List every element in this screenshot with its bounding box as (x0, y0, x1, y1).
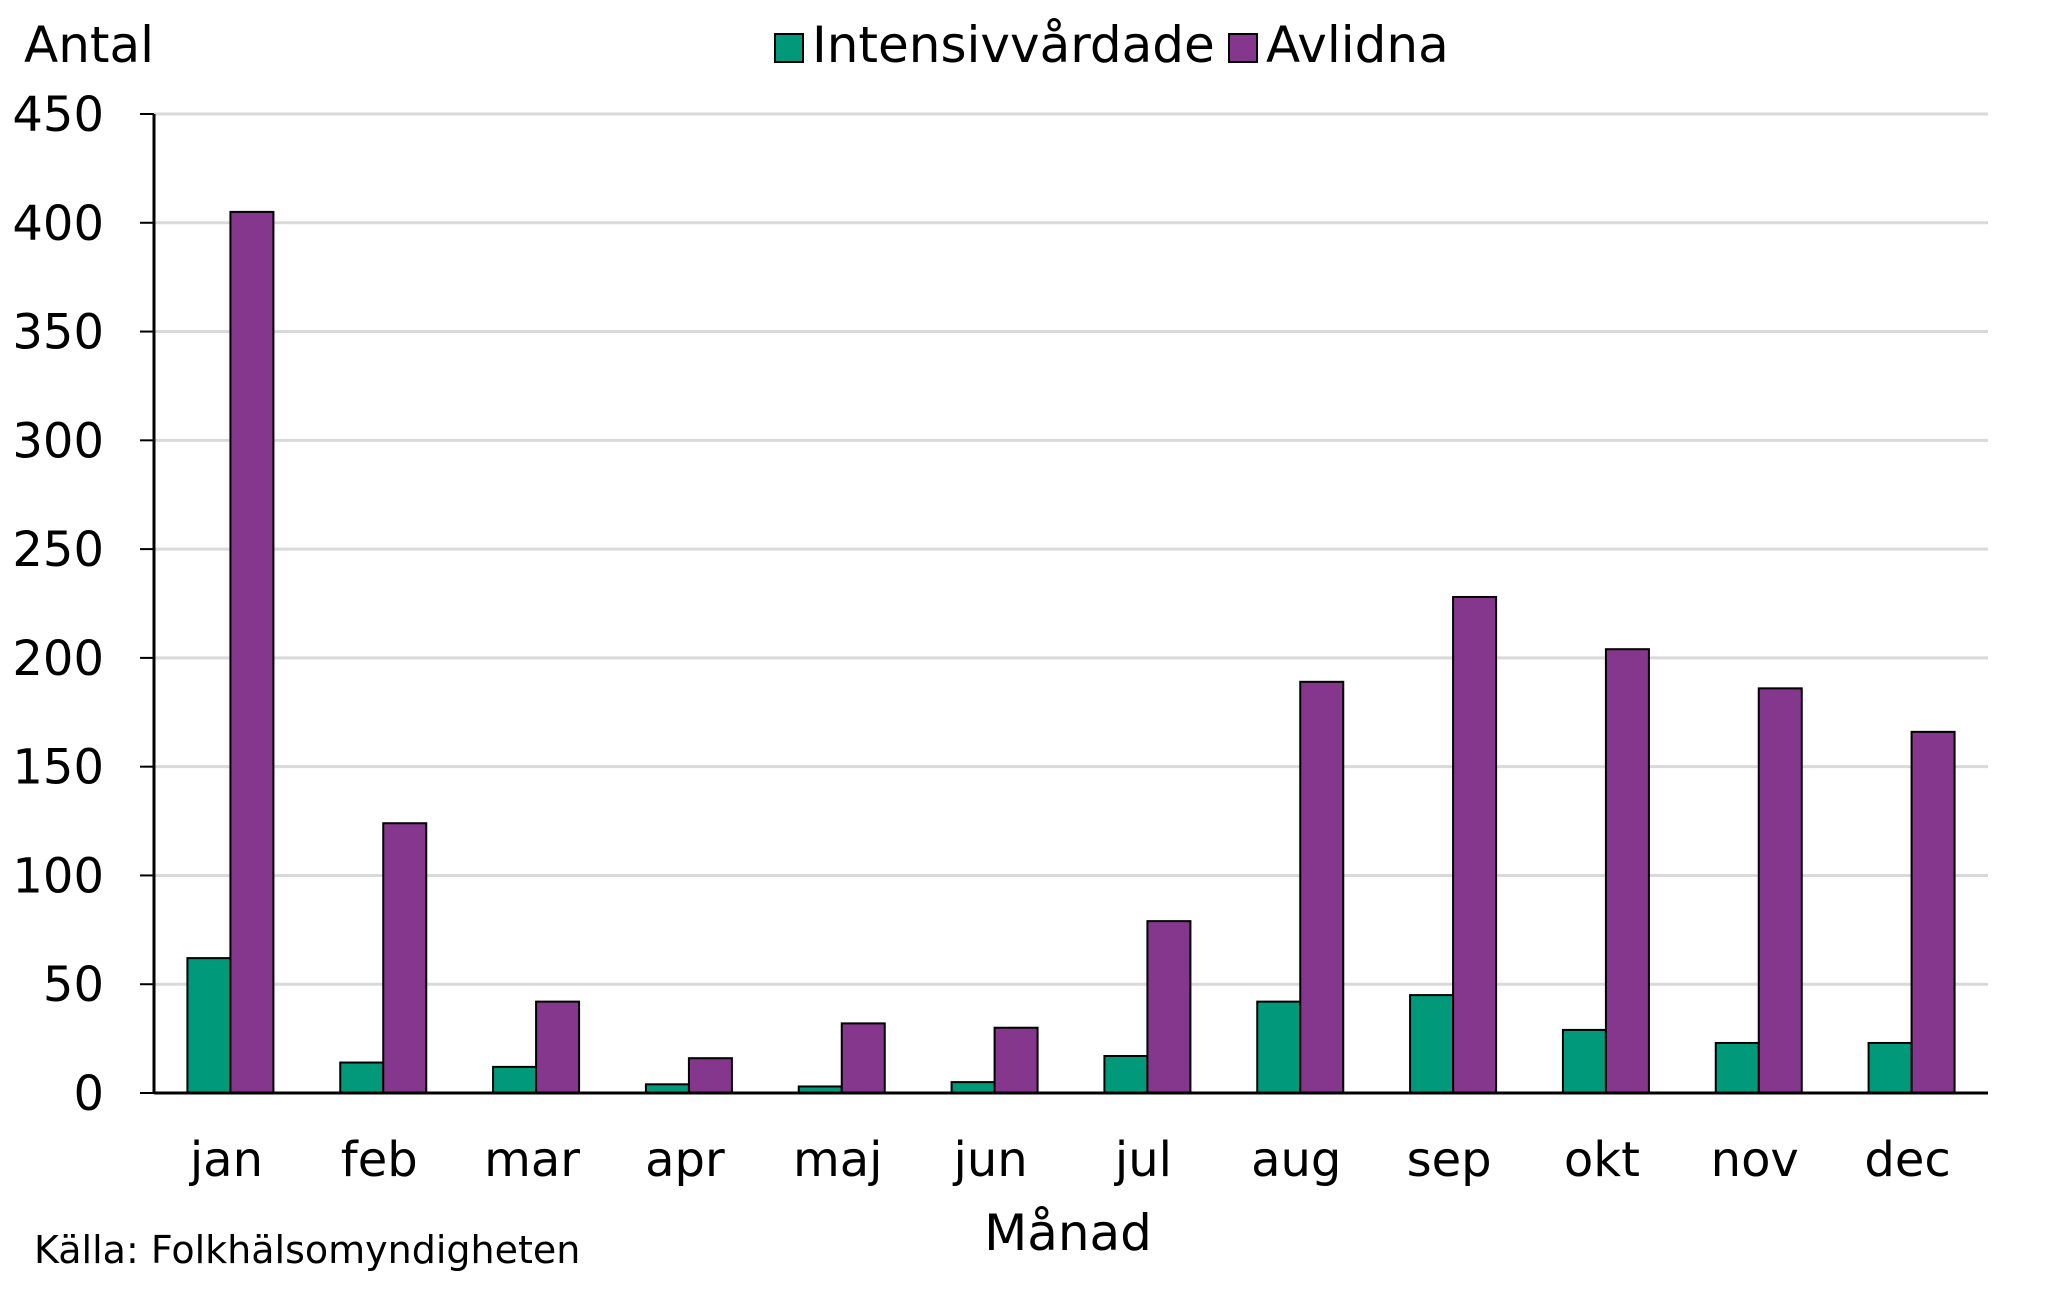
y-tick-label: 0 (73, 1066, 104, 1122)
bar-intensivvardade-okt (1561, 1028, 1607, 1095)
legend-swatch-intensivvardade (774, 33, 804, 63)
bar-intensivvardade-jun (950, 1081, 996, 1094)
x-tick-label: feb (341, 1132, 418, 1188)
x-tick-label: maj (793, 1132, 883, 1188)
bar-intensivvardade-feb (339, 1061, 385, 1095)
legend-swatch-avlidna (1228, 33, 1258, 63)
bar-avlidna-maj (840, 1022, 886, 1094)
y-tick-label: 350 (12, 305, 104, 361)
axes (140, 113, 1988, 1095)
x-tick-label: sep (1407, 1132, 1492, 1188)
bar-avlidna-sep (1452, 595, 1498, 1094)
legend-label-avlidna: Avlidna (1266, 16, 1449, 74)
legend-label-intensivvardade: Intensivvårdade (812, 16, 1215, 74)
bar-avlidna-mar (535, 1000, 581, 1094)
legend: Intensivvårdade Avlidna (774, 16, 1449, 74)
x-tick-label: mar (484, 1132, 580, 1188)
bar-avlidna-jul (1146, 920, 1192, 1094)
x-tick-label: apr (645, 1132, 725, 1188)
grid-lines (154, 112, 1988, 986)
bar-avlidna-aug (1299, 680, 1345, 1094)
bar-intensivvardade-dec (1867, 1041, 1913, 1095)
source-note: Källa: Folkhälsomyndigheten (34, 1228, 581, 1272)
x-tick-label: dec (1864, 1132, 1950, 1188)
x-tick-label: jan (189, 1132, 263, 1188)
x-tick-label: aug (1251, 1132, 1341, 1188)
x-tick-label: jul (1114, 1132, 1172, 1188)
bar-avlidna-apr (687, 1057, 733, 1095)
bar-intensivvardade-mar (492, 1065, 538, 1094)
x-tick-label: nov (1711, 1132, 1799, 1188)
bar-avlidna-jan (229, 210, 275, 1094)
y-tick-label: 250 (12, 522, 104, 578)
bar-avlidna-dec (1910, 730, 1956, 1094)
bar-intensivvardade-jul (1103, 1055, 1149, 1094)
x-axis-title: Månad (984, 1204, 1152, 1262)
bar-intensivvardade-nov (1714, 1041, 1760, 1095)
x-tick-label: jun (952, 1132, 1027, 1188)
y-tick-label: 400 (12, 196, 104, 252)
bars (186, 210, 1956, 1095)
y-axis-title: Antal (24, 16, 154, 74)
y-tick-label: 200 (12, 631, 104, 687)
bar-avlidna-feb (382, 822, 428, 1095)
bar-intensivvardade-sep (1409, 994, 1455, 1094)
bar-avlidna-jun (993, 1026, 1039, 1094)
tick-labels: 0 50 100 150 200 250 300 350 400 450 jan feb mar apr m… (12, 87, 1950, 1188)
y-tick-label: 150 (12, 740, 104, 796)
x-tick-label: okt (1564, 1132, 1640, 1188)
y-tick-label: 300 (12, 413, 104, 469)
bar-intensivvardade-aug (1256, 1000, 1302, 1094)
bar-avlidna-nov (1757, 687, 1803, 1094)
y-tick-label: 50 (43, 957, 104, 1013)
bar-avlidna-okt (1604, 648, 1650, 1094)
y-tick-label: 100 (12, 848, 104, 904)
bar-intensivvardade-jan (186, 957, 232, 1094)
y-tick-label: 450 (12, 87, 104, 143)
